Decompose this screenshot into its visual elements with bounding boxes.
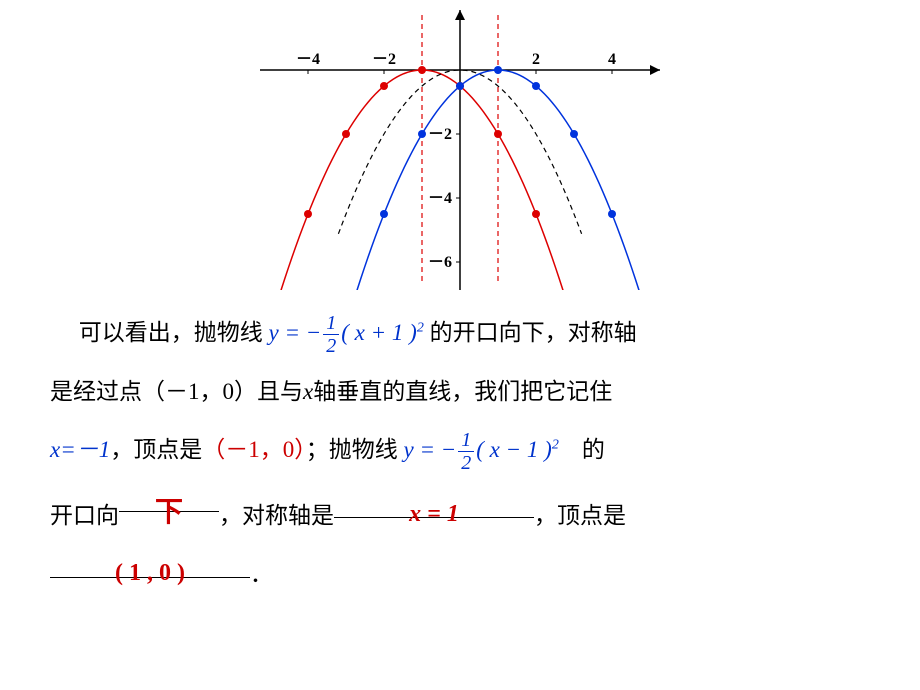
- formula-2: y = −12( x − 1 )2: [403, 437, 564, 462]
- text-segment: ，顶点是: [110, 437, 202, 462]
- text-segment: 可以看出，抛物线: [79, 320, 269, 345]
- blank-axis: x = 1: [334, 490, 534, 519]
- parabola-chart: －4 －2 2 4 －2 －4 －6: [260, 10, 660, 290]
- svg-text:－2: －2: [372, 51, 396, 68]
- text-segment: 的开口向下，对称轴: [430, 320, 637, 345]
- text-period: ．: [250, 562, 273, 587]
- text-segment: ，顶点是: [534, 503, 626, 528]
- formula-1: y = −12( x + 1 )2: [269, 320, 430, 345]
- svg-text:－4: －4: [296, 51, 320, 68]
- text-segment: 是经过点（: [50, 379, 165, 404]
- svg-text:－4: －4: [428, 190, 452, 207]
- text-segment: ，对称轴是: [219, 503, 334, 528]
- svg-text:－6: －6: [428, 254, 452, 271]
- svg-text:4: 4: [608, 51, 616, 68]
- svg-text:2: 2: [532, 51, 540, 68]
- explanation-text: 可以看出，抛物线 y = −12( x + 1 )2 的开口向下，对称轴 是经过…: [50, 308, 870, 601]
- blank-vertex: ( 1 , 0 ): [50, 549, 250, 578]
- axis-eq-1: x=－1: [50, 437, 110, 462]
- text-segment: 的: [576, 437, 605, 462]
- point-label: －1，0: [165, 379, 234, 404]
- text-segment: ）且与: [234, 379, 303, 404]
- text-segment: 开口向: [50, 503, 119, 528]
- text-segment: ；抛物线: [306, 437, 404, 462]
- vertex-1: （－1，0）: [202, 437, 306, 462]
- x-var: x: [303, 379, 313, 404]
- blank-direction: 下: [119, 484, 219, 513]
- text-segment: 轴垂直的直线，我们把它记住: [313, 379, 612, 404]
- svg-text:－2: －2: [428, 126, 452, 143]
